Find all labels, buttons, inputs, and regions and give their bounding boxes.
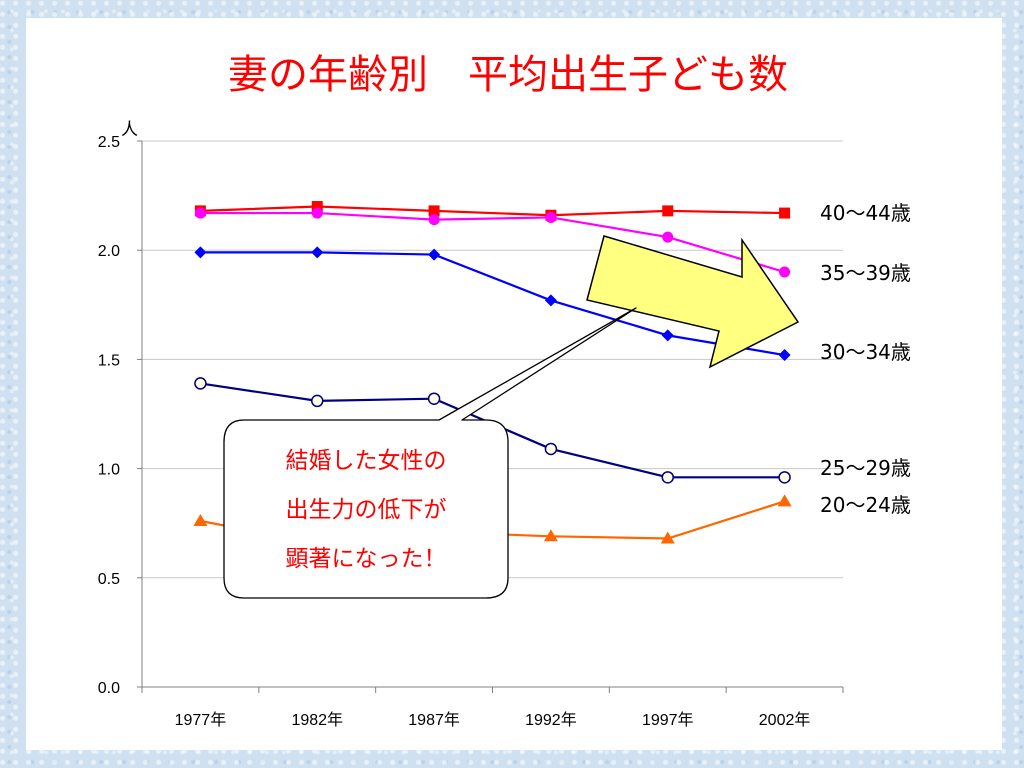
data-point: [544, 442, 558, 456]
x-tick-label: 1992年: [525, 711, 577, 729]
data-point: [311, 246, 324, 259]
x-tick-label: 1982年: [291, 711, 343, 729]
series-40～44歳: 40～44歳: [194, 201, 911, 225]
data-point: [428, 248, 441, 261]
x-tick-label: 2002年: [759, 711, 811, 729]
callout-line: 出生力の低下が: [286, 497, 447, 523]
data-point: [311, 394, 324, 408]
callout-line: 顕著になった！: [286, 546, 447, 572]
x-tick-label: 1987年: [408, 711, 460, 729]
legend-label: 25～29歳: [820, 456, 911, 480]
series-30～34歳: 30～34歳: [194, 246, 911, 364]
yellow-arrow: [586, 235, 800, 369]
callout-bubble: [223, 307, 637, 599]
data-point: [777, 494, 792, 507]
data-point: [544, 294, 557, 307]
legend-label: 30～34歳: [820, 340, 911, 364]
data-point: [778, 471, 791, 484]
y-axis-label: 人: [121, 120, 138, 140]
series-25～29歳: 25～29歳: [194, 377, 911, 484]
slide-title: 妻の年齢別 平均出生子ども数: [228, 52, 788, 98]
data-point: [311, 207, 323, 219]
y-tick-label: 1.5: [98, 352, 120, 369]
y-tick-label: 2.5: [98, 134, 120, 151]
data-point: [662, 231, 674, 243]
data-point: [311, 201, 323, 213]
x-tick-label: 1997年: [642, 711, 694, 729]
series-line: [200, 205, 785, 217]
series-line: [200, 211, 785, 274]
y-tick-label: 1.0: [98, 462, 120, 479]
data-point: [779, 266, 791, 278]
legend-label: 40～44歳: [820, 201, 911, 225]
series-line: [200, 251, 785, 357]
x-tick-label: 1977年: [175, 711, 227, 729]
data-point: [661, 329, 674, 342]
data-point: [427, 392, 441, 405]
data-point: [661, 471, 674, 484]
y-tick-label: 0.5: [98, 571, 120, 588]
data-point: [662, 205, 674, 217]
data-point: [543, 529, 558, 542]
legend-label: 20～24歳: [820, 493, 911, 517]
data-point: [194, 246, 207, 259]
callout-line: 結婚した女性の: [286, 448, 447, 474]
y-tick-label: 0.0: [98, 680, 120, 697]
data-point: [428, 214, 440, 226]
data-point: [660, 531, 675, 544]
data-point: [779, 207, 791, 219]
chart: 妻の年齢別 平均出生子ども数 0.0 0.5 1.0 1.5 2.0 2.5人 1977年 1…: [98, 52, 911, 729]
data-point: [778, 349, 791, 362]
data-point: [428, 205, 440, 217]
series-35～39歳: 35～39歳: [194, 207, 911, 285]
plot-area: 0.0 0.5 1.0 1.5 2.0 2.5人 1977年 1982年 1987年 1992年 1…: [98, 120, 911, 729]
data-point: [194, 377, 207, 390]
data-point: [545, 211, 557, 223]
data-point: [193, 514, 208, 527]
slide: 妻の年齢別 平均出生子ども数 0.0 0.5 1.0 1.5 2.0 2.5 人 1977年 1…: [26, 18, 1002, 750]
legend-label: 35～39歳: [820, 261, 911, 285]
data-point: [194, 207, 206, 219]
y-tick-label: 2.0: [98, 243, 120, 260]
